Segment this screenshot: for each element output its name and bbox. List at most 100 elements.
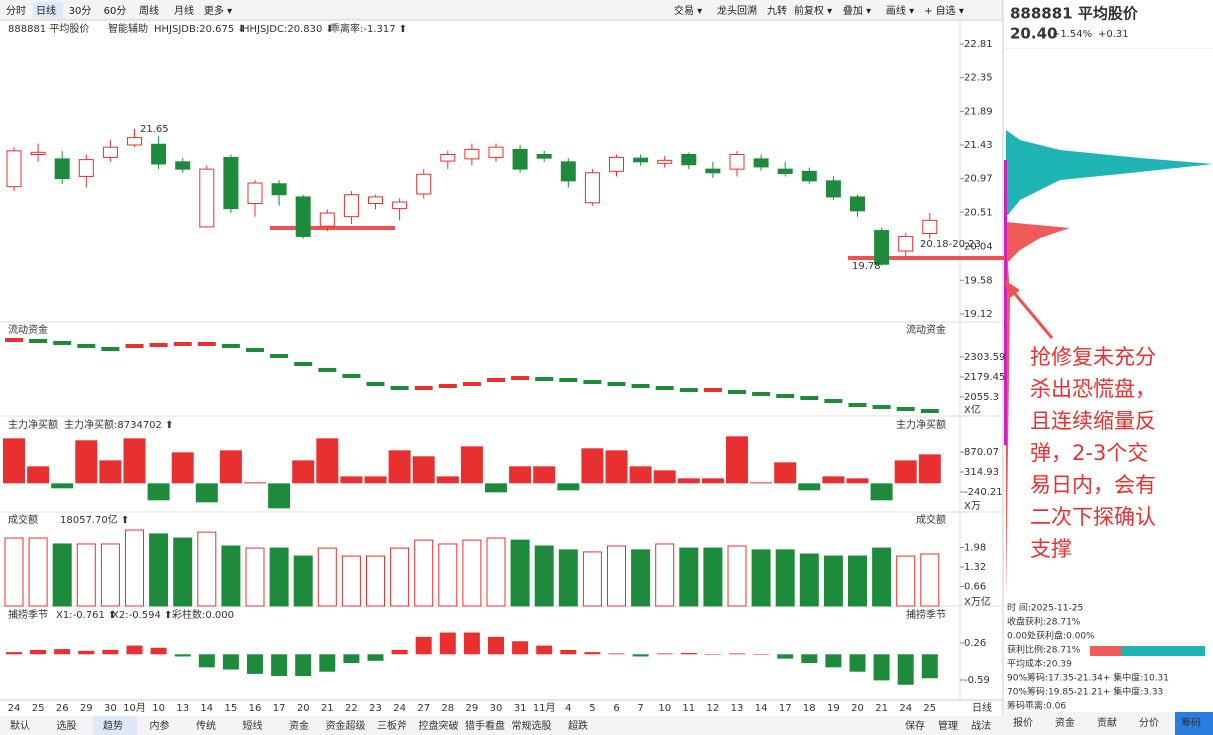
candle-body [30, 151, 46, 155]
candle-body [223, 156, 239, 210]
y-tick-label: 870.07 [964, 447, 999, 458]
bar [319, 654, 336, 672]
x-tick-label: 18 [803, 703, 816, 714]
candle-body [440, 153, 456, 162]
bar [894, 460, 917, 484]
y-tick-label: 2179.45 [964, 372, 1005, 383]
bar [560, 649, 577, 655]
volume-bar [149, 533, 169, 607]
panel-title-right: 流动资金 [906, 323, 946, 336]
cost-bar [1004, 160, 1007, 445]
active-tab-bg [1175, 712, 1213, 735]
bar [750, 482, 773, 484]
x-tick-label: 19 [827, 703, 840, 714]
x-tick-label: 29 [466, 703, 479, 714]
flow-bar [270, 353, 289, 358]
flow-bar [776, 394, 795, 399]
x-tick-label: 14 [200, 703, 213, 714]
flow-bar [462, 381, 481, 386]
x-tick-label: 17 [779, 703, 792, 714]
volume-bar [751, 549, 771, 607]
unit-label: X万 [964, 501, 981, 512]
ratio-bar-red [1090, 646, 1122, 656]
bar [174, 654, 191, 657]
volume-bar [775, 549, 795, 607]
bottom-tab: 超跌 [568, 719, 588, 732]
panel-title: 主力净买额 [8, 418, 58, 431]
volume-bar [4, 537, 24, 607]
volume-bar [872, 547, 892, 607]
bar [608, 653, 625, 655]
bar [147, 483, 170, 501]
flow-bar [703, 387, 722, 392]
panel-value: X2:-0.594 ⬆ [112, 610, 172, 621]
flow-bar [197, 341, 216, 346]
volume-bar [76, 543, 96, 607]
chip-info: 收盘获利:28.71% [1007, 616, 1081, 628]
bar [391, 649, 408, 655]
flow-bar [655, 385, 674, 390]
candle-body [488, 146, 504, 158]
assist: 智能辅助 [108, 22, 148, 35]
x-tick-label: 10 [658, 703, 671, 714]
arrow [1008, 287, 1054, 339]
chip-info: 90%筹码:17.35-21.34+ 集中度:10.31 [1007, 672, 1169, 684]
bar [557, 483, 580, 491]
candle-body [850, 196, 865, 212]
candle-body [560, 161, 576, 182]
bar [415, 636, 432, 655]
x-tick-label: 26 [56, 703, 69, 714]
flow-bar [800, 396, 819, 401]
candle-body [777, 168, 793, 175]
panel-value: 主力净买额:8734702 ⬆ [64, 418, 173, 431]
volume-bar [848, 555, 867, 607]
candle-body [898, 235, 914, 252]
bar [367, 654, 384, 661]
flow-bar [607, 381, 626, 386]
bar [343, 654, 360, 663]
bottom-tab: 常规选股 [512, 719, 552, 732]
indicator: HHJSJDB:20.675 ⬇ [154, 24, 246, 35]
volume-bar [341, 555, 361, 607]
x-tick-label: 16 [249, 703, 262, 714]
candle-body [151, 143, 167, 165]
x-tick-label: 17 [273, 703, 286, 714]
right-tab: 贡献 [1097, 716, 1117, 729]
volume-bar [703, 547, 723, 607]
flow-bar [535, 377, 554, 382]
bar [536, 645, 553, 655]
candle-body [801, 170, 817, 182]
bar [774, 462, 797, 484]
toolbar-item: 月线 [174, 4, 194, 17]
bar [533, 466, 556, 484]
bar [581, 448, 604, 484]
volume-bar [414, 539, 434, 607]
panel-title-right: 捕捞季节 [906, 608, 946, 621]
x-tick-label: 22 [345, 703, 358, 714]
toolbar-item: 30分 [69, 5, 92, 17]
note-text: 弹，2-3个交 [1030, 441, 1148, 465]
price-annotation: 21.65 [140, 124, 169, 135]
chip-info: 筹码乖离:0.06 [1007, 700, 1066, 712]
volume-bar [558, 549, 578, 607]
bar [340, 476, 363, 484]
bar [729, 653, 745, 655]
volume-bar [173, 537, 193, 607]
flow-bar [101, 347, 120, 352]
volume-bar [245, 547, 265, 607]
volume-bar [462, 539, 482, 607]
x-tick-label: 31 [514, 703, 527, 714]
bar [171, 452, 194, 484]
volume-bar [679, 547, 699, 607]
panel-value: X1:-0.761 ⬆ [56, 610, 116, 621]
bar [51, 483, 74, 489]
candle-body [247, 182, 263, 205]
panel-title: 流动资金 [8, 323, 48, 336]
bar [629, 466, 652, 484]
y-tick-label: 20.04 [964, 242, 993, 253]
indicator: 乖离率:-1.317 ⬆ [330, 22, 407, 35]
flow-bar [583, 380, 602, 385]
panel-title-right: 成交额 [916, 513, 946, 526]
y-tick-label: 22.81 [964, 39, 993, 50]
x-tick-label: 29 [80, 703, 93, 714]
